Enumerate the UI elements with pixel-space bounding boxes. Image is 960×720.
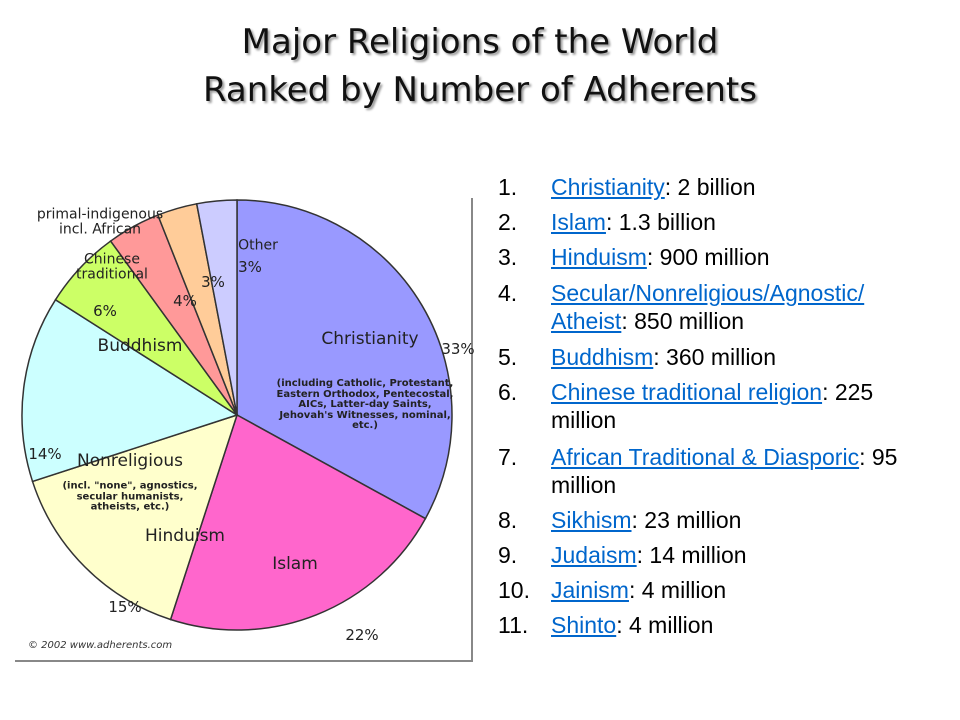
item-link[interactable]: Jainism [551,577,629,603]
pie-slice [31,413,239,621]
item-body: Buddhism: 360 million [551,343,931,371]
pie-slice [195,199,238,416]
item-text: : 1.3 billion [605,209,716,235]
item-link[interactable]: Judaism [551,542,637,568]
slice-label: Buddhism [97,336,183,357]
item-text: : 4 million [616,612,714,638]
item-text: : 2 billion [664,174,756,200]
item-number: 6. [498,379,518,405]
item-link[interactable]: Sikhism [551,507,632,533]
item-link[interactable]: Buddhism [551,344,654,370]
slice-label: Other [238,237,278,254]
percent-label: 4% [173,292,197,311]
item-number: 9. [498,542,518,568]
item-body: Christianity: 2 billion [551,173,931,201]
item-number: 10. [498,577,530,603]
percent-label: 22% [345,626,379,645]
item-body: Chinese traditional religion: 225 millio… [551,378,931,434]
item-link[interactable]: Christianity [551,174,665,200]
item-body: Shinto: 4 million [551,611,931,639]
item-text: : 14 million [636,542,747,568]
item-text: : 23 million [631,507,742,533]
item-number: 5. [498,344,518,370]
slice-label: primal-indigenous incl. African [36,206,164,237]
item-body: Hinduism: 900 million [551,243,931,271]
item-body: African Traditional & Diasporic: 95 mill… [551,443,931,499]
slice-label: Hinduism [145,526,225,547]
slice-label: Christianity [321,329,419,350]
title-line: Major Religions of the World [241,22,719,62]
slice-label: Nonreligious [77,451,183,472]
item-number: 3. [498,244,518,270]
item-text: : 360 million [653,344,777,370]
percent-label: 14% [28,445,62,464]
percent-label: 6% [93,302,117,321]
slice-label: Chinese traditional [76,251,148,282]
credit: © 2002 www.adherents.com [28,640,173,651]
item-number: 11. [498,612,529,638]
item-text: : 850 million [621,308,745,334]
item-link[interactable]: Chinese traditional religion [551,379,823,405]
pie-slice [21,298,239,483]
item-body: Jainism: 4 million [551,576,931,604]
pie-slice [236,199,453,520]
item-text: : 900 million [646,244,770,270]
item-number: 1. [498,174,518,200]
item-text: : 225 million [551,379,874,433]
item-number: 4. [498,280,518,306]
item-text: : 95 million [551,444,898,498]
percent-label: 3% [238,258,262,277]
slice-note: (including Catholic, Protestant, Eastern… [276,377,454,431]
item-link[interactable]: Shinto [551,612,617,638]
item-number: 7. [498,444,518,470]
item-body: Sikhism: 23 million [551,506,931,534]
item-link[interactable]: Islam [551,209,606,235]
title-line: Ranked by Number of Adherents [203,70,757,110]
slice-note: (incl. "none", agnostics, secular humani… [62,480,198,513]
percent-label: 33% [441,340,475,359]
pie-slice [169,413,427,631]
image-frame [15,198,473,662]
item-link[interactable]: African Traditional & Diasporic [551,444,860,470]
item-link[interactable]: Secular/Nonreligious/Agnostic/ Atheist [551,280,865,334]
item-body: Judaism: 14 million [551,541,931,569]
percent-label: 3% [201,273,225,292]
item-body: Secular/Nonreligious/Agnostic/ Atheist: … [551,279,931,335]
item-number: 8. [498,507,518,533]
slice-label: Islam [272,554,318,575]
item-text: : 4 million [628,577,727,603]
item-link[interactable]: Hinduism [551,244,647,270]
item-number: 2. [498,209,518,235]
item-body: Islam: 1.3 billion [551,208,931,236]
percent-label: 15% [108,598,142,617]
